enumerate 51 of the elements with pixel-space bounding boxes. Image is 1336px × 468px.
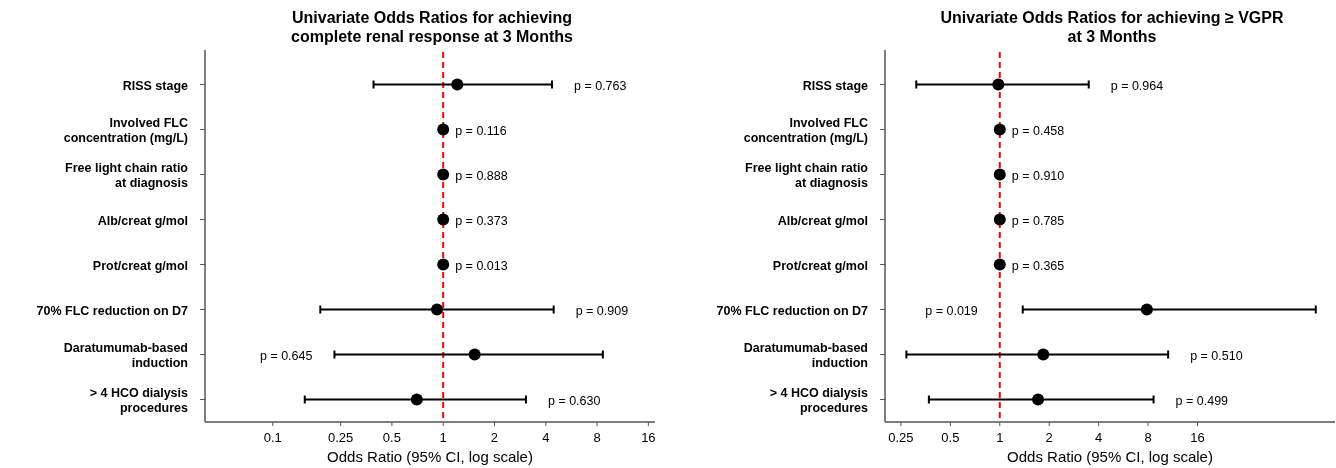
y-tick-label: Daratumumab-based induction [63, 341, 188, 371]
y-tick-label: Daratumumab-based induction [743, 341, 868, 371]
annotation: p = 0.019 [925, 303, 978, 318]
annotation: p = 0.909 [575, 303, 629, 318]
x-tick-label: 2 [1045, 430, 1053, 445]
chart-title: Univariate Odds Ratios for achieving complete renal response at 3 Months [291, 8, 574, 45]
annotation: p = 0.013 [455, 258, 508, 273]
x-axis-title: Odds Ratio (95% CI, log scale) [327, 448, 533, 465]
x-tick-label: 1 [439, 430, 447, 445]
y-tick-label: RISS stage [122, 78, 189, 93]
y-tick-label: Prot/creat g/mol [92, 258, 188, 273]
annotation: p = 0.785 [1011, 213, 1065, 228]
chart-title: Univariate Odds Ratios for achieving ≥ VGPR at 3 Months [940, 8, 1284, 45]
x-tick-label: 16 [1190, 430, 1205, 445]
y-tick-label: Involved FLC concentration (mg/L) [743, 116, 868, 146]
y-tick-label: > 4 HCO dialysis procedures [769, 386, 869, 416]
annotation: p = 0.458 [1011, 123, 1065, 138]
x-tick-label: 2 [490, 430, 499, 445]
annotation: p = 0.630 [547, 393, 601, 408]
x-tick-label: 4 [542, 430, 550, 445]
y-tick-label: Free light chain ratio at diagnosis [745, 161, 869, 191]
annotation: p = 0.645 [259, 348, 313, 363]
x-tick-label: 8 [593, 430, 601, 445]
annotation: p = 0.499 [1175, 393, 1229, 408]
x-tick-label: 8 [1144, 430, 1152, 445]
annotation: p = 0.510 [1190, 348, 1243, 363]
annotation: p = 0.373 [455, 213, 508, 228]
annotation: p = 0.964 [1110, 78, 1164, 93]
annotation: p = 0.365 [1011, 258, 1065, 273]
y-tick-label: > 4 HCO dialysis procedures [89, 386, 189, 416]
annotation: p = 0.910 [1011, 168, 1065, 183]
x-tick-label: 0.25 [888, 430, 914, 445]
y-tick-label: Alb/creat g/mol [97, 213, 188, 228]
x-tick-label: 16 [641, 430, 656, 445]
annotation: p = 0.116 [455, 123, 507, 138]
x-tick-label: 0.25 [327, 430, 354, 445]
x-tick-label: 1 [996, 430, 1004, 445]
x-tick-label: 0.1 [263, 430, 282, 445]
y-tick-label: 70% FLC reduction on D7 [716, 303, 869, 318]
annotation: p = 0.888 [455, 168, 508, 183]
y-tick-label: Involved FLC concentration (mg/L) [63, 116, 188, 146]
y-tick-label: 70% FLC reduction on D7 [36, 303, 189, 318]
y-tick-label: Alb/creat g/mol [777, 213, 868, 228]
x-tick-label: 0.5 [382, 430, 401, 445]
y-tick-label: Prot/creat g/mol [772, 258, 868, 273]
y-tick-label: Free light chain ratio at diagnosis [65, 161, 189, 191]
x-tick-label: 4 [1095, 430, 1103, 445]
y-tick-label: RISS stage [802, 78, 869, 93]
x-tick-label: 0.5 [941, 430, 960, 445]
x-axis-title: Odds Ratio (95% CI, log scale) [1007, 448, 1213, 465]
annotation: p = 0.763 [573, 78, 627, 93]
